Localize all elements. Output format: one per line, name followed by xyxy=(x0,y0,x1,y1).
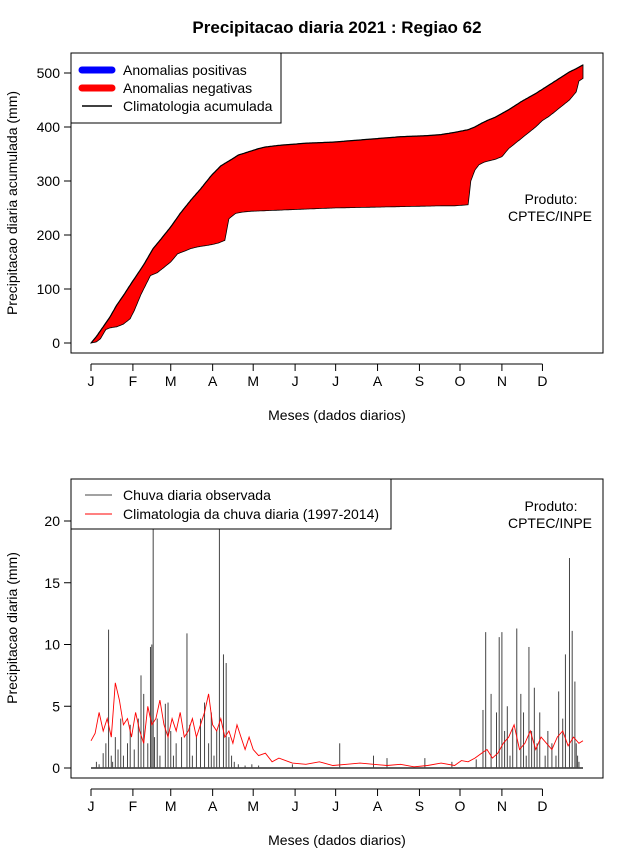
y-tick-label: 20 xyxy=(44,513,60,529)
climatology-line xyxy=(90,682,584,768)
watermark-line1: Produto: xyxy=(525,191,578,207)
y-tick-label: 15 xyxy=(44,575,60,591)
y-tick-label: 200 xyxy=(37,227,61,243)
x-axis-label: Meses (dados diarios) xyxy=(268,407,406,423)
legend-label-negative: Anomalias negativas xyxy=(123,80,252,96)
chart-title: Precipitacao diaria 2021 : Regiao 62 xyxy=(192,18,481,37)
legend-label-climatology: Climatologia da chuva diaria (1997-2014) xyxy=(123,506,379,522)
watermark-line2: CPTEC/INPE xyxy=(508,208,592,224)
y-tick-label: 500 xyxy=(37,65,61,81)
x-tick-label: N xyxy=(497,798,507,814)
x-tick-label: A xyxy=(208,798,218,814)
y-tick-label: 10 xyxy=(44,637,60,653)
daily-marks xyxy=(90,527,584,769)
accumulated-axes: 0 100 200 300 400 500 J F M A M J J A S O N D xyxy=(37,65,548,389)
legend-label-climatology: Climatologia acumulada xyxy=(123,98,273,114)
y-axis-label: Precipitacao diaria (mm) xyxy=(4,552,20,704)
x-tick-label: M xyxy=(247,373,259,389)
y-axis-label: Precipitacao diaria acumulada (mm) xyxy=(4,91,20,315)
legend: Anomalias positivas Anomalias negativas … xyxy=(70,52,282,124)
x-tick-label: M xyxy=(165,373,177,389)
accumulated-marks xyxy=(89,64,584,344)
y-tick-label: 0 xyxy=(52,760,60,776)
legend-label-observed: Chuva diaria observada xyxy=(123,487,271,503)
daily-axes: 0 5 10 15 20 J F M A M J J A S O N D xyxy=(44,513,547,814)
x-tick-label: A xyxy=(208,373,218,389)
y-tick-label: 100 xyxy=(37,281,61,297)
x-tick-label: D xyxy=(537,373,547,389)
legend-box xyxy=(70,478,392,530)
x-tick-label: M xyxy=(165,798,177,814)
x-tick-label: O xyxy=(455,798,466,814)
x-tick-label: F xyxy=(129,373,138,389)
watermark-line2: CPTEC/INPE xyxy=(508,515,592,531)
x-tick-label: J xyxy=(292,798,299,814)
x-tick-label: J xyxy=(88,798,95,814)
y-tick-label: 0 xyxy=(52,335,60,351)
x-tick-label: A xyxy=(373,798,383,814)
x-tick-label: J xyxy=(88,373,95,389)
legend: Chuva diaria observada Climatologia da c… xyxy=(70,478,392,530)
y-tick-label: 400 xyxy=(37,119,61,135)
climatology-line xyxy=(90,64,584,344)
watermark-line1: Produto: xyxy=(525,498,578,514)
x-tick-label: F xyxy=(129,798,138,814)
x-tick-label: N xyxy=(497,373,507,389)
x-axis-label: Meses (dados diarios) xyxy=(268,832,406,848)
x-tick-label: J xyxy=(292,373,299,389)
x-tick-label: J xyxy=(332,373,339,389)
legend-label-positive: Anomalias positivas xyxy=(123,62,247,78)
y-tick-label: 5 xyxy=(52,698,60,714)
x-tick-label: J xyxy=(332,798,339,814)
daily-chart: 0 5 10 15 20 J F M A M J J A S O N D Precipitacao diaria… xyxy=(4,478,604,848)
x-tick-label: S xyxy=(415,373,424,389)
x-tick-label: A xyxy=(373,373,383,389)
x-tick-label: D xyxy=(537,798,547,814)
accumulated-chart: 0 100 200 300 400 500 J F M A M J J A S O N D Precipitaca… xyxy=(4,52,604,423)
x-tick-label: M xyxy=(247,798,259,814)
y-tick-label: 300 xyxy=(37,173,61,189)
x-tick-label: O xyxy=(455,373,466,389)
x-tick-label: S xyxy=(415,798,424,814)
